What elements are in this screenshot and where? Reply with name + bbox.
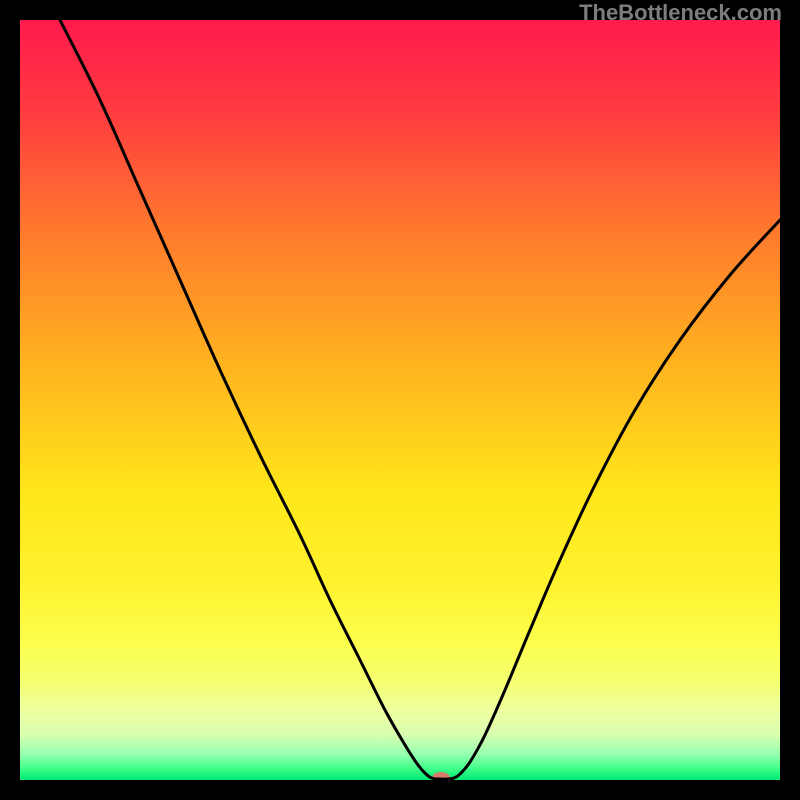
curve-layer xyxy=(20,20,780,780)
bottleneck-curve xyxy=(60,20,780,779)
watermark-text: TheBottleneck.com xyxy=(579,0,782,26)
chart-root: TheBottleneck.com xyxy=(0,0,800,800)
plot-area xyxy=(20,20,780,780)
